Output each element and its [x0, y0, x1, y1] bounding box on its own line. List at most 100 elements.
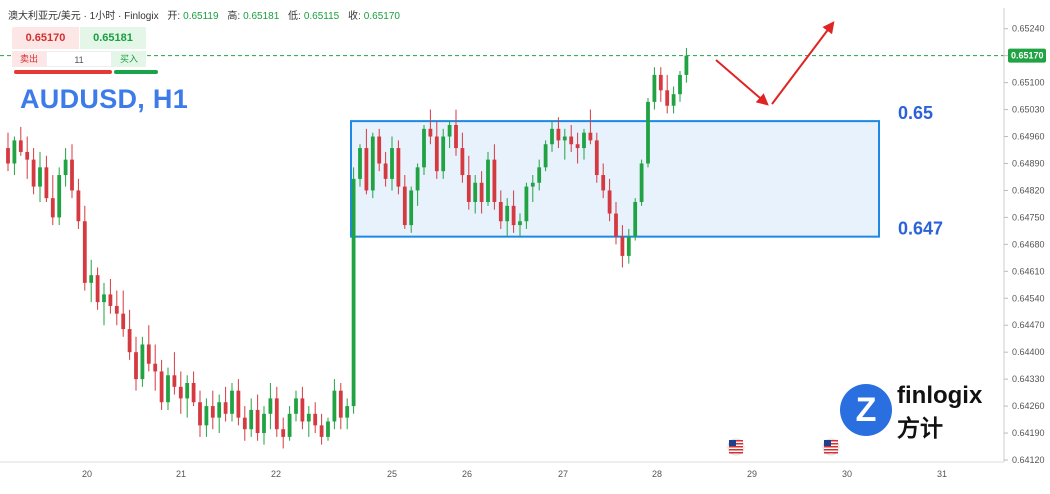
candle: [223, 386, 228, 422]
candle: [63, 148, 68, 187]
candle: [268, 382, 273, 430]
candle-body: [511, 205, 516, 226]
candle: [121, 290, 126, 337]
candle-body: [242, 417, 247, 430]
candle: [678, 71, 682, 102]
candle-body: [82, 221, 87, 283]
y-tick-label: 0.64540: [1012, 293, 1045, 303]
candle: [594, 132, 599, 183]
candle-body: [25, 151, 30, 160]
us-flag-icon[interactable]: [727, 438, 745, 456]
candle: [306, 406, 311, 437]
candle: [338, 382, 343, 430]
candle-body: [626, 236, 631, 256]
candle-body: [159, 371, 164, 403]
candle: [12, 136, 17, 176]
candle-body: [479, 182, 484, 202]
candle-body: [684, 55, 689, 75]
candle-body: [678, 74, 682, 95]
candle-body: [262, 413, 266, 434]
candle-body: [537, 167, 542, 183]
candle-body: [31, 159, 36, 187]
candle-body: [550, 128, 554, 145]
candle: [153, 344, 158, 391]
candle: [370, 132, 375, 199]
candle-body: [44, 167, 49, 199]
x-tick-label: 20: [82, 469, 92, 479]
candle: [236, 379, 241, 426]
candle: [294, 390, 298, 422]
candle-body: [121, 313, 126, 330]
buy-button[interactable]: 买入: [112, 51, 146, 67]
candle-body: [569, 136, 574, 145]
x-tick-label: 28: [652, 469, 662, 479]
candle: [358, 144, 362, 187]
candle-body: [377, 136, 382, 164]
flag-stripe: [729, 449, 743, 451]
candle-body: [518, 221, 522, 226]
candle-body: [153, 363, 158, 372]
candle-body: [70, 159, 74, 191]
candle-body: [639, 163, 644, 202]
us-flag-icon[interactable]: [822, 438, 840, 456]
candle-body: [505, 205, 510, 222]
candle: [146, 325, 151, 372]
candle: [332, 379, 337, 430]
candle-body: [658, 74, 663, 91]
candle-body: [582, 132, 586, 149]
candle-body: [415, 167, 420, 191]
candle: [409, 186, 414, 233]
candle-body: [57, 175, 62, 218]
candle: [626, 228, 631, 264]
x-tick-label: 21: [176, 469, 186, 479]
sell-price-button[interactable]: 0.65170: [12, 27, 79, 49]
candle-body: [460, 148, 465, 176]
candle-body: [428, 128, 433, 137]
candle-body: [319, 425, 324, 437]
flag-stripe: [729, 452, 743, 454]
buy-price-button[interactable]: 0.65181: [80, 27, 146, 49]
candle: [639, 159, 644, 206]
candle-body: [498, 201, 503, 222]
y-tick-label: 0.65100: [1012, 78, 1045, 88]
candle-body: [140, 344, 145, 380]
symbol-label: 澳大利亚元/美元 · 1小时 · Finlogix: [8, 11, 159, 22]
x-tick-label: 31: [937, 469, 947, 479]
y-tick-label: 0.64680: [1012, 239, 1045, 249]
logo-name-zh: 方计: [897, 415, 943, 441]
candle: [422, 124, 426, 176]
candle: [383, 151, 388, 187]
quantity-input[interactable]: 11: [46, 51, 112, 67]
candle: [262, 406, 266, 445]
price-tag-label: 0.65170: [1011, 51, 1044, 61]
candle-body: [370, 136, 375, 191]
candle-body: [671, 94, 676, 106]
low-label: 低:: [288, 11, 301, 22]
candle-body: [390, 148, 394, 179]
candle: [569, 124, 574, 152]
sell-button[interactable]: 卖出: [12, 51, 46, 67]
range-top-label: 0.65: [898, 103, 933, 123]
candle: [198, 390, 202, 437]
candle: [31, 148, 36, 195]
candle: [191, 371, 196, 407]
candle: [281, 417, 286, 449]
candle-body: [492, 159, 497, 202]
candle: [6, 132, 10, 172]
candle: [588, 109, 593, 145]
candle: [89, 259, 94, 303]
candle: [396, 140, 401, 195]
candle-body: [230, 390, 234, 414]
candle: [460, 132, 465, 183]
candle-body: [281, 429, 286, 437]
candle-body: [607, 190, 612, 214]
buy-volume-bar: [114, 70, 158, 74]
finlogix-logo: Z finlogix 方计: [840, 382, 1005, 442]
candle-body: [63, 159, 68, 176]
sell-volume-bar: [14, 70, 112, 74]
y-tick-label: 0.64890: [1012, 158, 1045, 168]
candle: [313, 402, 318, 434]
candle: [390, 136, 394, 191]
candle-body: [575, 144, 580, 149]
candle-body: [89, 275, 94, 283]
